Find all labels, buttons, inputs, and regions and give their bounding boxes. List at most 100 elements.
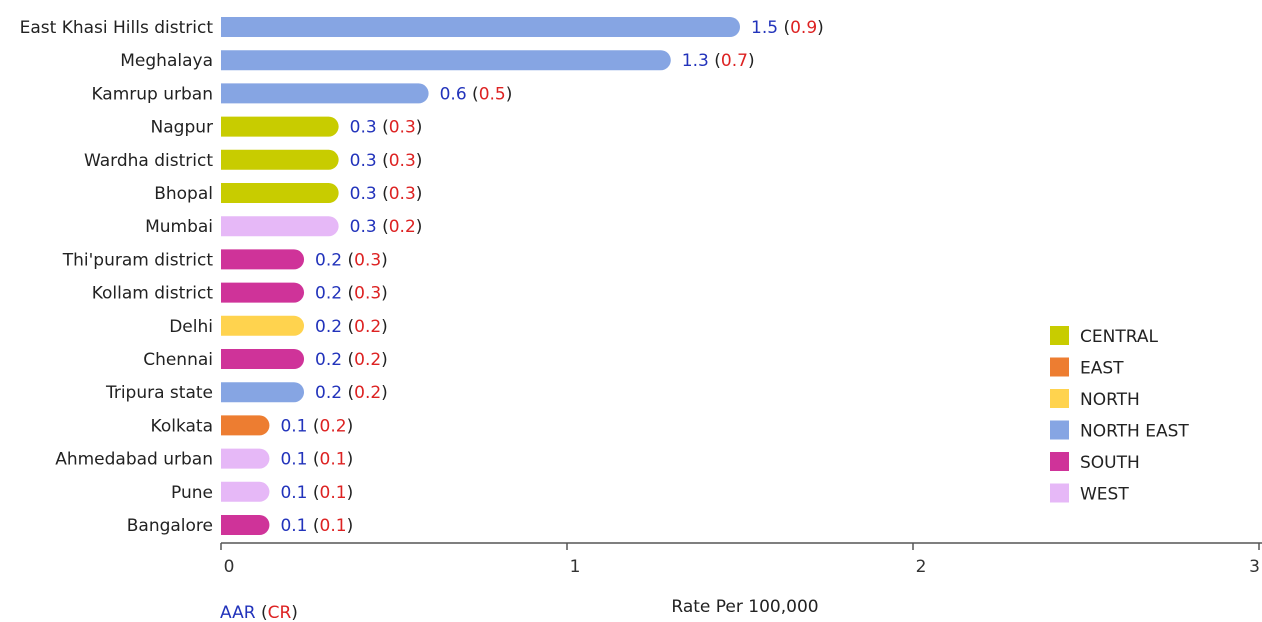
close-paren: ) — [817, 18, 824, 38]
close-paren: ) — [748, 51, 755, 71]
aar-value: 0.1 — [280, 450, 307, 470]
legend-swatch — [1050, 389, 1069, 408]
close-paren: ) — [381, 250, 388, 270]
aar-value: 0.1 — [280, 483, 307, 503]
value-note-close-paren: ) — [291, 603, 298, 622]
data-label: 0.2 (0.2) — [315, 317, 388, 337]
open-paren: ( — [307, 450, 319, 470]
open-paren: ( — [778, 18, 790, 38]
x-tick-label: 0 — [224, 557, 235, 577]
category-label: Kollam district — [92, 284, 214, 304]
category-label: Kamrup urban — [91, 84, 213, 104]
legend-swatch — [1050, 452, 1069, 471]
category-label: Meghalaya — [120, 51, 213, 71]
open-paren: ( — [377, 184, 389, 204]
category-label: Delhi — [169, 317, 213, 337]
value-note-open-paren: ( — [256, 603, 268, 622]
data-label: 0.1 (0.1) — [280, 516, 353, 536]
category-label: Bhopal — [154, 184, 213, 204]
close-paren: ) — [506, 84, 513, 104]
cr-value: 0.1 — [320, 450, 347, 470]
close-paren: ) — [381, 350, 388, 370]
data-label: 0.2 (0.3) — [315, 284, 388, 304]
close-paren: ) — [416, 151, 423, 171]
data-label: 0.2 (0.2) — [315, 383, 388, 403]
aar-value: 0.3 — [350, 151, 377, 171]
aar-value: 0.3 — [350, 184, 377, 204]
x-tick-label: 1 — [570, 557, 581, 577]
bar — [221, 415, 270, 436]
open-paren: ( — [342, 250, 354, 270]
cr-value: 0.3 — [389, 184, 416, 204]
aar-value: 0.2 — [315, 317, 342, 337]
bar — [221, 83, 429, 104]
legend-swatch — [1050, 326, 1069, 345]
aar-value: 0.3 — [350, 118, 377, 138]
cr-value: 0.2 — [320, 416, 347, 436]
cr-value: 0.7 — [721, 51, 748, 71]
bar — [221, 481, 270, 502]
x-axis: 0 1 2 3 — [220, 542, 1262, 577]
value-note: AAR (CR) — [220, 603, 298, 622]
open-paren: ( — [307, 516, 319, 536]
legend-label: NORTH EAST — [1080, 422, 1189, 442]
cr-value: 0.2 — [389, 217, 416, 237]
open-paren: ( — [342, 284, 354, 304]
open-paren: ( — [342, 317, 354, 337]
close-paren: ) — [381, 284, 388, 304]
close-paren: ) — [416, 118, 423, 138]
aar-value: 1.5 — [751, 18, 778, 38]
close-paren: ) — [416, 217, 423, 237]
bar — [221, 50, 671, 71]
bar — [221, 149, 339, 170]
aar-value: 0.2 — [315, 250, 342, 270]
open-paren: ( — [709, 51, 721, 71]
close-paren: ) — [381, 317, 388, 337]
legend-label: WEST — [1080, 485, 1129, 505]
data-label: 0.1 (0.2) — [280, 416, 353, 436]
x-tick-label: 3 — [1249, 557, 1260, 577]
bar — [221, 216, 339, 237]
legend: CENTRAL EAST NORTH NORTH EAST SOUTH WEST — [1050, 326, 1189, 505]
bar — [221, 282, 305, 303]
open-paren: ( — [307, 483, 319, 503]
open-paren: ( — [467, 84, 479, 104]
open-paren: ( — [342, 383, 354, 403]
category-label: Mumbai — [145, 217, 213, 237]
legend-label: EAST — [1080, 359, 1124, 379]
cr-value: 0.5 — [479, 84, 506, 104]
bar — [221, 349, 305, 369]
legend-label: SOUTH — [1080, 453, 1140, 473]
legend-swatch — [1050, 483, 1069, 503]
open-paren: ( — [377, 118, 389, 138]
bar — [221, 17, 740, 37]
category-label: Kolkata — [151, 416, 213, 436]
cr-value: 0.2 — [354, 317, 381, 337]
aar-value: 0.3 — [350, 217, 377, 237]
cr-value: 0.2 — [354, 383, 381, 403]
category-label: Ahmedabad urban — [55, 450, 213, 470]
close-paren: ) — [347, 416, 354, 436]
bar — [221, 382, 305, 403]
data-label: 0.2 (0.3) — [315, 250, 388, 270]
data-label: 0.3 (0.2) — [350, 217, 423, 237]
close-paren: ) — [347, 450, 354, 470]
data-label: 0.3 (0.3) — [350, 184, 423, 204]
category-label: Wardha district — [84, 151, 213, 171]
category-label: Pune — [171, 483, 213, 503]
category-label: East Khasi Hills district — [20, 18, 214, 38]
cr-value: 0.1 — [320, 483, 347, 503]
bar — [221, 183, 339, 204]
data-label: 0.1 (0.1) — [280, 483, 353, 503]
cr-value: 0.9 — [790, 18, 817, 38]
value-note-aar: AAR — [220, 603, 256, 622]
aar-value: 1.3 — [682, 51, 709, 71]
x-tick-label: 2 — [916, 557, 927, 577]
category-label: Thi'puram district — [62, 250, 214, 270]
category-label: Tripura state — [105, 383, 213, 403]
bar — [221, 249, 305, 270]
open-paren: ( — [377, 151, 389, 171]
aar-value: 0.2 — [315, 350, 342, 370]
data-label: 1.3 (0.7) — [682, 51, 755, 71]
